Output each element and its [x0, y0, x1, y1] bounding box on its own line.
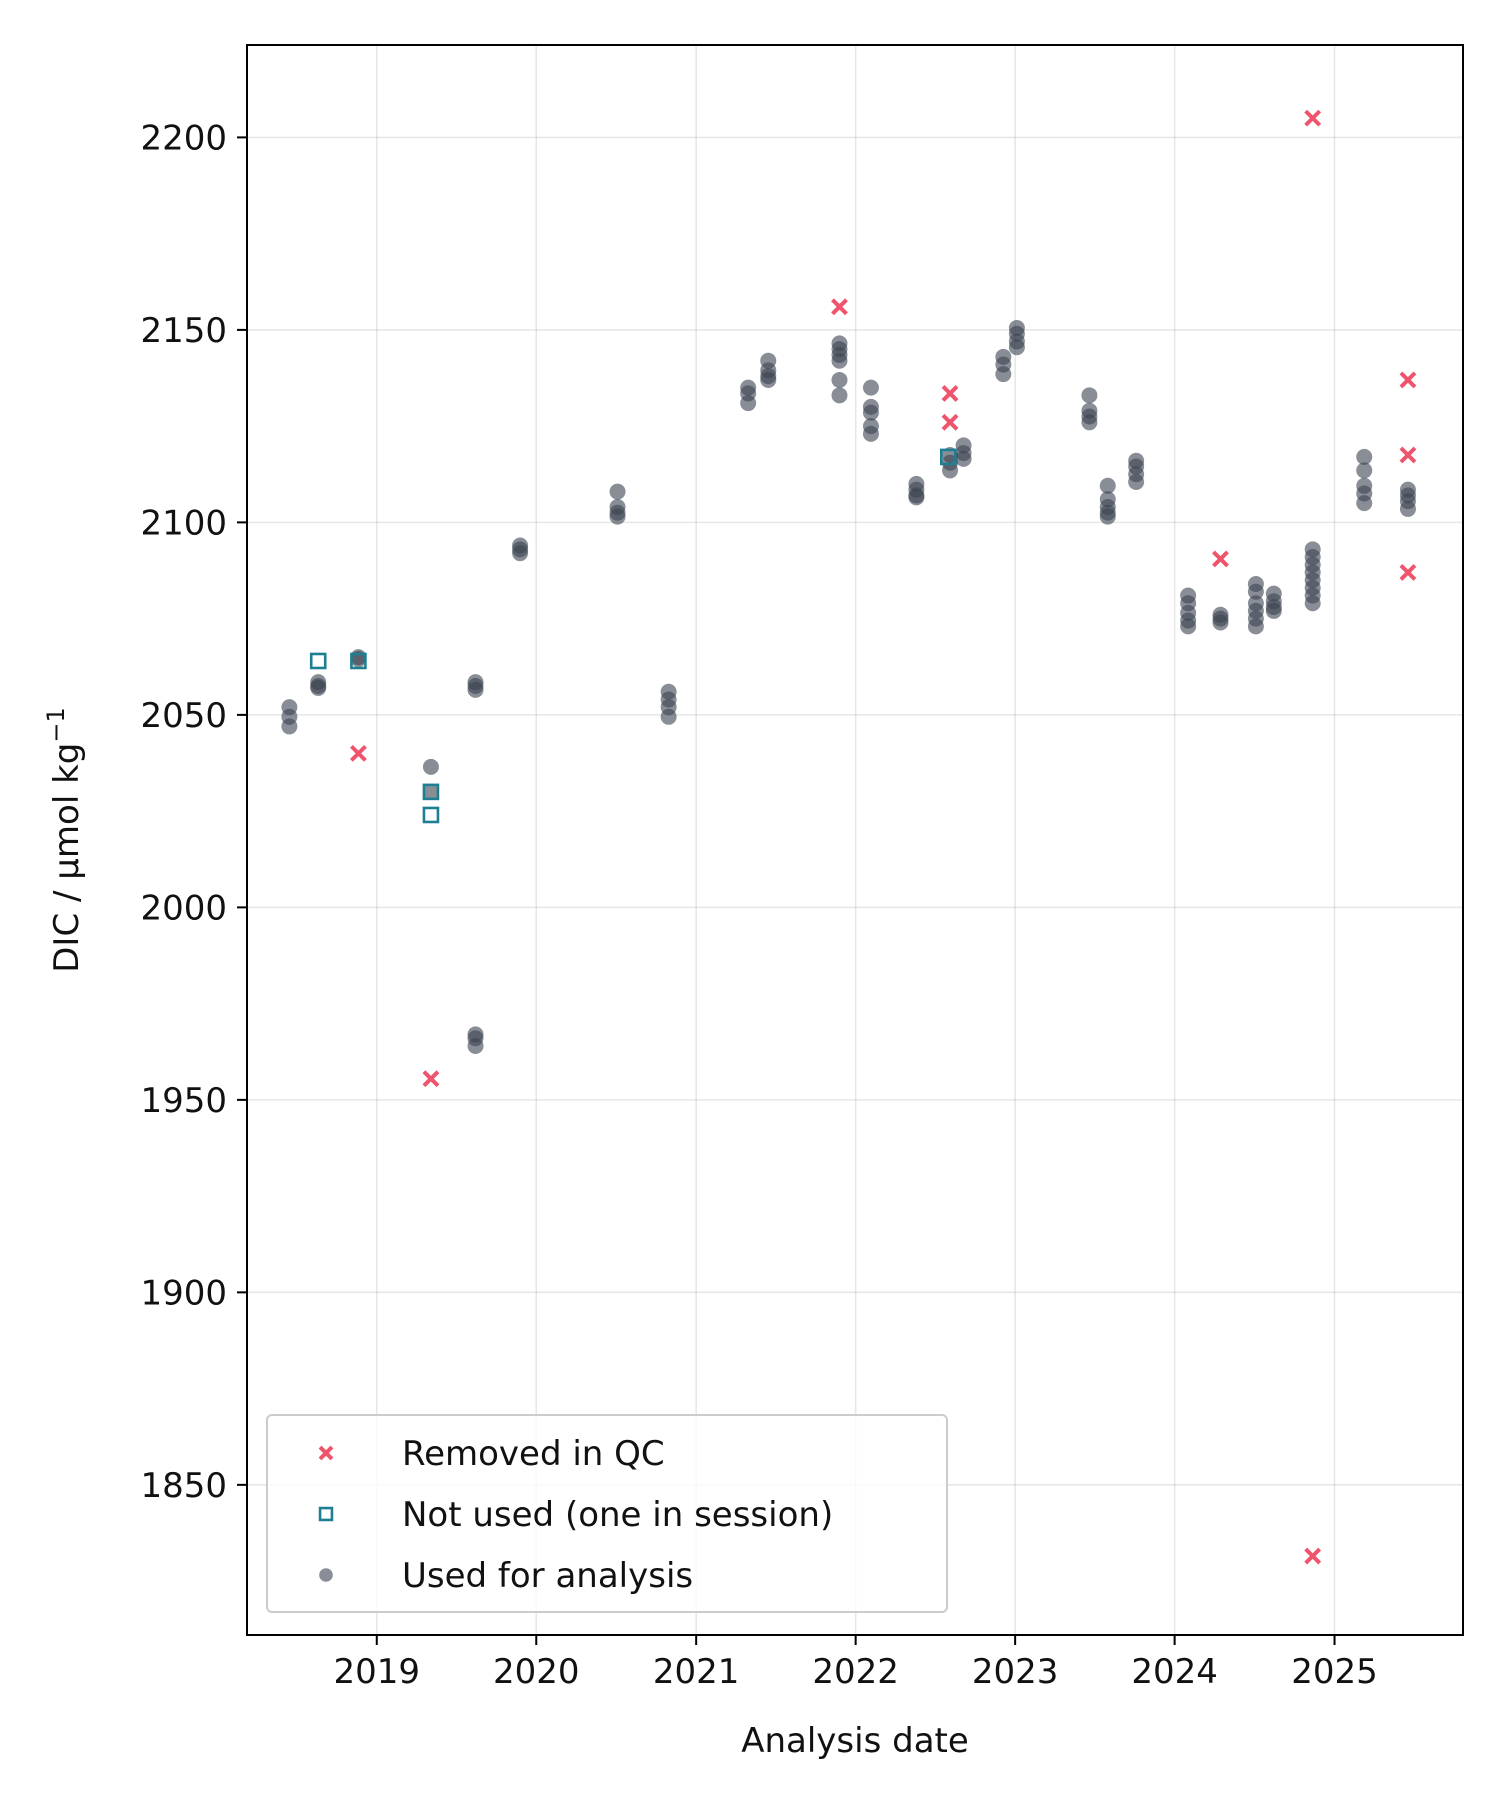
data-point-used [955, 450, 972, 467]
series-not_used [309, 448, 957, 824]
data-point-used [609, 483, 626, 500]
y-tick-label: 1850 [140, 1466, 227, 1506]
data-point-not_used [422, 806, 440, 824]
series-used [281, 319, 1416, 1054]
data-point-used [1399, 500, 1416, 517]
data-point-used [422, 783, 439, 800]
data-point-used [1356, 495, 1373, 512]
data-point-used [831, 371, 848, 388]
x-tick-label: 2025 [1291, 1652, 1378, 1692]
y-tick-label: 1950 [140, 1081, 227, 1121]
data-point-used [1304, 595, 1321, 612]
data-point-removed [831, 298, 848, 316]
y-axis-label: DIC / μmol kg−1 [42, 707, 87, 973]
y-tick-label: 2050 [140, 696, 227, 736]
data-point-used [1356, 448, 1373, 465]
data-point-used [310, 679, 327, 696]
y-axis-label-exponent: −1 [42, 707, 70, 742]
data-point-used [862, 404, 879, 421]
data-point-used [467, 681, 484, 698]
data-point-used [1265, 602, 1282, 619]
data-point-used [1099, 508, 1116, 525]
data-point-used [942, 462, 959, 479]
data-point-not_used [939, 448, 957, 466]
data-point-used [281, 718, 298, 735]
data-point-used [995, 366, 1012, 383]
y-tick-label: 2100 [140, 503, 227, 543]
data-point-used [512, 545, 529, 562]
legend-label-used: Used for analysis [402, 1556, 693, 1596]
data-point-used [1180, 618, 1197, 635]
y-tick-label: 2000 [140, 888, 227, 928]
x-tick-label: 2019 [334, 1652, 421, 1692]
data-point-used [1247, 618, 1264, 635]
data-point-used [660, 708, 677, 725]
legend-label-not_used: Not used (one in session) [402, 1495, 833, 1535]
data-point-used [760, 371, 777, 388]
x-tick-label: 2022 [812, 1652, 899, 1692]
legend: Removed in QC Not used (one in session) Us… [266, 1414, 948, 1613]
data-point-removed [1304, 1547, 1322, 1565]
legend-marker-removed [318, 1445, 334, 1461]
data-point-used [467, 1037, 484, 1054]
data-point-used [908, 489, 925, 506]
data-point-used [1212, 614, 1229, 631]
x-tick-label: 2020 [493, 1652, 580, 1692]
x-tick-label: 2024 [1131, 1652, 1218, 1692]
x-tick-label: 2021 [653, 1652, 740, 1692]
legend-marker-not_used [318, 1506, 334, 1522]
data-point-used [1128, 473, 1145, 490]
data-point-removed [422, 1070, 440, 1088]
series-removed [350, 109, 1417, 1565]
y-axis-label-main: DIC / μmol kg [47, 743, 87, 973]
data-point-removed [1399, 564, 1417, 581]
data-point-used [862, 425, 879, 442]
data-point-not_used [422, 783, 440, 801]
legend-marker-used [319, 1568, 333, 1582]
y-tick-label: 2150 [140, 311, 227, 351]
data-point-used [831, 387, 848, 404]
legend-label-removed: Removed in QC [402, 1434, 665, 1474]
y-tick-label: 2200 [140, 118, 227, 158]
data-point-used [1356, 462, 1373, 479]
data-point-removed [1304, 109, 1322, 127]
data-point-used [862, 379, 879, 396]
data-point-removed [941, 413, 959, 431]
data-point-used [1081, 414, 1098, 431]
y-tick-label: 1900 [140, 1273, 227, 1313]
data-point-used [1081, 387, 1098, 404]
x-axis-ticks: 2019 2020 2021 2022 2023 2024 2025 [334, 1635, 1378, 1692]
data-point-used [740, 395, 757, 412]
x-tick-label: 2023 [972, 1652, 1059, 1692]
data-point-not_used [309, 652, 327, 670]
data-point-removed [1399, 446, 1417, 464]
data-point-used [831, 352, 848, 369]
data-point-used [422, 758, 439, 775]
plot-data [281, 109, 1417, 1565]
legend-box [266, 1414, 948, 1613]
data-point-not_used [350, 652, 367, 670]
data-point-removed [1399, 371, 1417, 389]
data-point-used [1247, 583, 1264, 600]
data-point-used [1099, 477, 1116, 494]
data-point-used [609, 508, 626, 525]
data-point-removed [941, 384, 959, 402]
data-point-removed [350, 744, 367, 762]
data-point-removed [1212, 550, 1229, 568]
x-axis-label: Analysis date [741, 1721, 969, 1761]
data-point-used [1008, 339, 1025, 356]
y-axis-ticks: 1850 1900 1950 2000 2050 2100 2150 2200 [140, 118, 247, 1506]
